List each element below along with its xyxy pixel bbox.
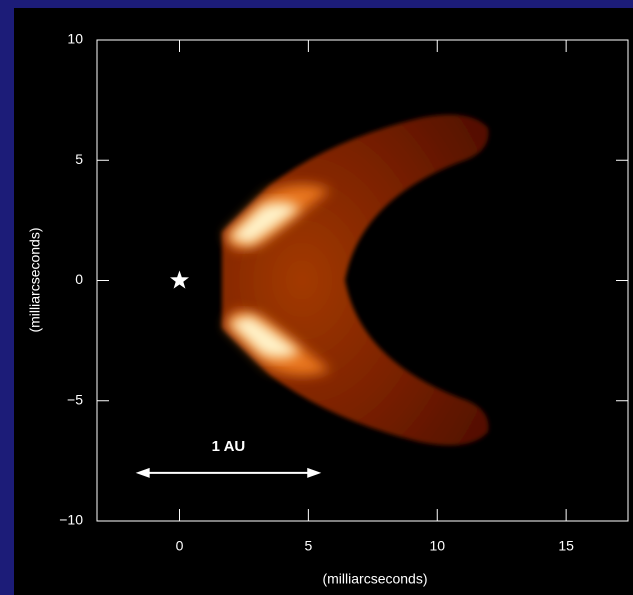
y-axis-label: (milliarcseconds): [27, 227, 43, 332]
x-tick-label: 0: [176, 538, 184, 554]
y-tick-label: 0: [75, 271, 83, 287]
page: {"chart_data": {"type": "image", "xlabel…: [0, 0, 633, 595]
y-tick-label: 10: [67, 31, 83, 47]
y-tick-label: 5: [75, 151, 83, 167]
x-tick-label: 5: [304, 538, 312, 554]
chart: (milliarcseconds) (milliarcseconds) 0 5 10…: [0, 0, 633, 595]
annotation: 1 AU: [212, 438, 246, 455]
x-axis-label: (milliarcseconds): [322, 571, 427, 587]
x-tick-label: 10: [429, 538, 445, 554]
y-tick-label: −5: [67, 391, 83, 407]
x-tick-label: 15: [558, 538, 574, 554]
y-tick-label: −10: [59, 512, 83, 528]
